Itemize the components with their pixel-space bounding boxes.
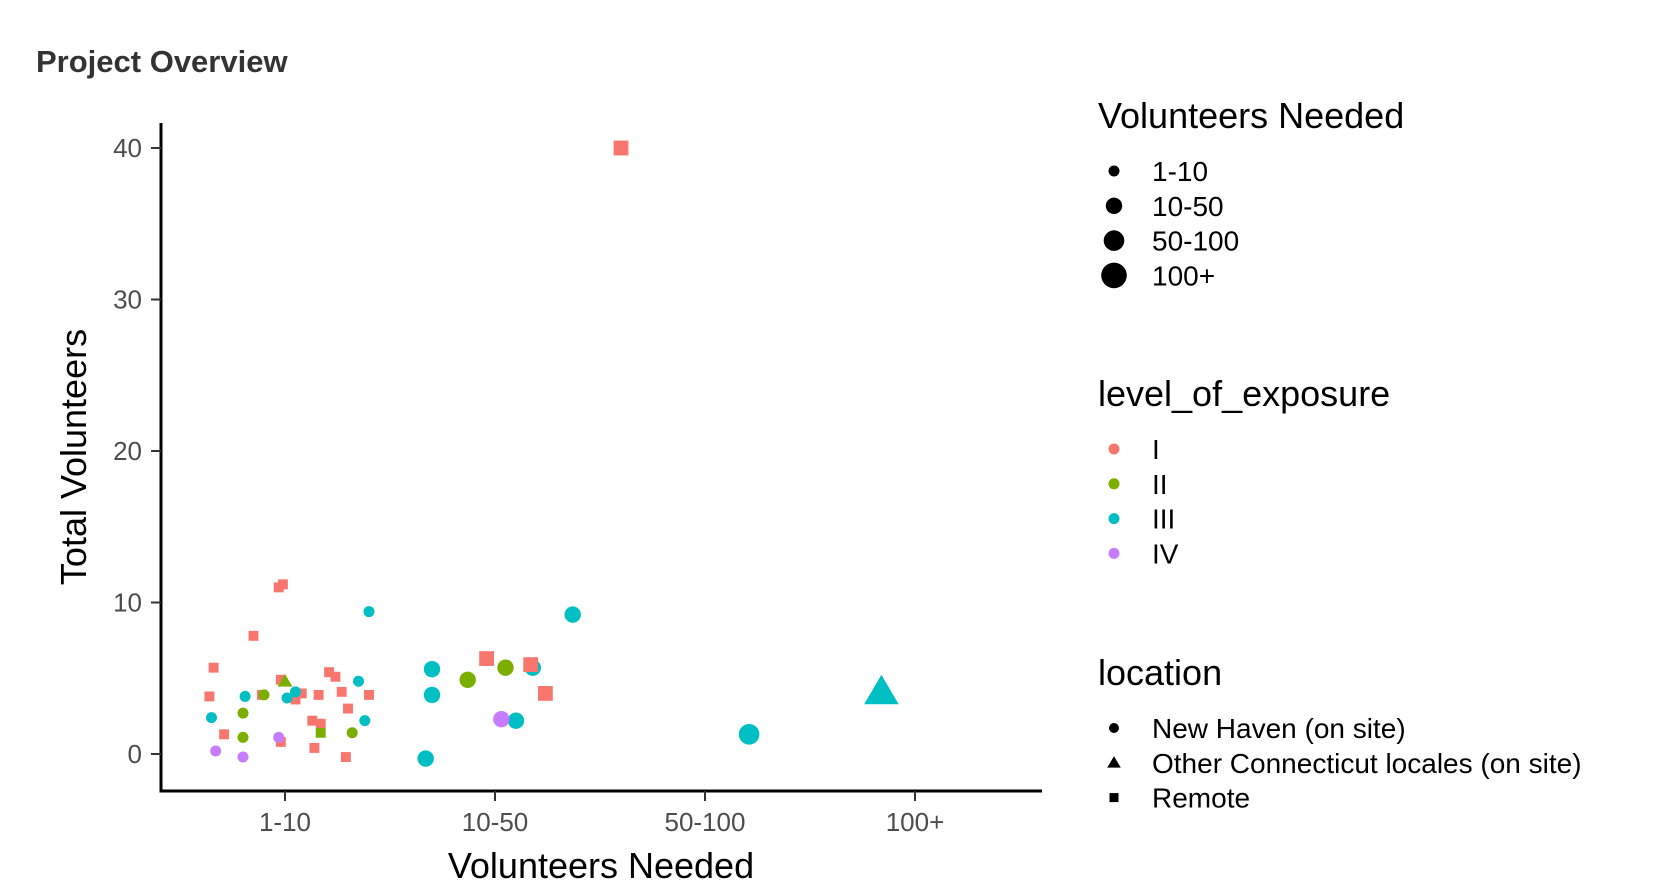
data-point (277, 579, 288, 590)
legend-key (1108, 478, 1120, 490)
legend-title: location (1098, 652, 1222, 693)
legend-label: 100+ (1152, 260, 1215, 291)
data-point (313, 689, 324, 700)
legend-key (1108, 443, 1120, 455)
legend-key (1101, 262, 1127, 289)
legend-label: New Haven (on site) (1152, 713, 1406, 744)
legend-shape: location New Haven (on site) Other Connect… (1098, 652, 1582, 814)
legend-label: I (1152, 434, 1160, 465)
legend-key (1103, 230, 1125, 251)
data-point (208, 662, 219, 673)
data-point (423, 660, 441, 678)
data-point (459, 671, 476, 688)
chart-title: Project Overview (36, 44, 288, 79)
data-point (364, 689, 374, 700)
data-point (237, 751, 249, 763)
legend-key (1109, 793, 1119, 803)
data-point (423, 686, 441, 704)
x-axis-title: Volunteers Needed (448, 845, 754, 886)
data-point (353, 675, 364, 687)
legend-key (1107, 756, 1121, 768)
data-point (258, 689, 270, 701)
y-axis-title: Total Volunteers (53, 329, 94, 585)
legend-title: Volunteers Needed (1098, 95, 1404, 136)
data-point (210, 745, 222, 757)
x-tick-label: 100+ (886, 807, 945, 837)
data-point (277, 673, 293, 687)
y-tick-label: 20 (113, 436, 142, 466)
data-point (523, 657, 539, 672)
data-point (864, 674, 899, 705)
data-point (479, 651, 494, 666)
data-point (336, 686, 347, 697)
y-tick-label: 0 (128, 739, 142, 769)
legend-label: III (1152, 504, 1175, 535)
y-axis-ticks: 0 10 20 30 40 (113, 133, 161, 769)
legend-label: 10-50 (1152, 191, 1224, 222)
data-point (324, 667, 335, 678)
x-axis-ticks: 1-10 10-50 50-100 100+ (259, 791, 944, 837)
x-tick-label: 10-50 (462, 807, 529, 837)
data-point (290, 686, 301, 698)
legend-label: 50-100 (1152, 226, 1239, 257)
legend-label: II (1152, 469, 1168, 500)
data-point (275, 674, 286, 685)
data-point (493, 710, 510, 728)
data-point (497, 659, 514, 676)
legend-label: 1-10 (1152, 156, 1208, 187)
legend-key (1108, 547, 1120, 559)
data-point (417, 750, 434, 767)
data-point (237, 707, 249, 719)
legend-key (1108, 513, 1120, 525)
data-point (538, 686, 553, 701)
data-point (219, 729, 230, 740)
data-point (340, 752, 351, 762)
data-point (309, 742, 320, 753)
data-point (239, 690, 251, 702)
data-point (204, 691, 215, 702)
data-point (281, 692, 293, 704)
data-point (315, 727, 326, 738)
legend-key (1109, 723, 1119, 733)
data-point (738, 724, 760, 745)
legend-label: IV (1152, 538, 1179, 569)
data-point (330, 671, 341, 682)
data-point (315, 718, 326, 729)
data-point (507, 712, 525, 729)
data-points (204, 140, 899, 767)
x-tick-label: 50-100 (665, 807, 746, 837)
data-point (359, 715, 371, 727)
legend-label: Remote (1152, 783, 1250, 814)
legend-title: level_of_exposure (1098, 373, 1390, 414)
data-point (296, 688, 307, 699)
data-point (613, 140, 629, 156)
legend-key (1105, 197, 1123, 214)
data-point (273, 731, 285, 743)
plot-panel: 0 10 20 30 40 1-10 10-50 50-100 100+ (113, 123, 1042, 837)
legend-label: Other Connecticut locales (on site) (1152, 748, 1582, 779)
data-point (363, 606, 375, 618)
data-point (237, 731, 249, 743)
data-point (307, 715, 318, 726)
data-point (206, 712, 217, 724)
data-point (248, 630, 259, 641)
data-point (290, 694, 301, 705)
y-tick-label: 40 (113, 133, 142, 163)
x-tick-label: 1-10 (259, 807, 311, 837)
legend-key (1108, 165, 1120, 177)
y-tick-label: 30 (113, 285, 142, 315)
data-point (343, 703, 353, 714)
data-point (564, 606, 581, 623)
y-tick-label: 10 (113, 588, 142, 618)
data-point (346, 727, 358, 739)
